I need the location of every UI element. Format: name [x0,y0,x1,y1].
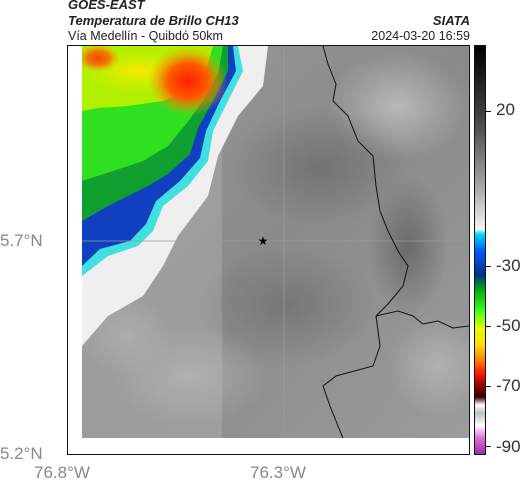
department-border-east [375,310,469,329]
department-border [322,46,409,439]
star-marker-icon[interactable]: ★ [258,234,269,248]
datetime-label: 2024-03-20 16:59 [371,29,470,43]
colorbar-tick [486,266,491,267]
route-label: Vía Medellín - Quibdó 50km [68,29,223,43]
lon-label-76.3: 76.3°W [250,463,306,482]
lat-label-5.7: 5.7°N [0,231,43,250]
product-title: Temperatura de Brillo CH13 [68,13,239,28]
colorbar [474,45,486,455]
colorbar-label-minus30: -30 [496,256,521,275]
colorbar-tick [486,446,491,447]
colorbar-tick [486,111,491,112]
colorbar-label-minus90: -90 [496,437,521,456]
map-image: ★ [68,46,469,454]
colorbar-label-minus70: -70 [496,376,521,395]
colorbar-label-minus50: -50 [496,316,521,335]
lon-label-76.8: 76.8°W [34,463,90,482]
colorbar-label-20: 20 [496,100,515,119]
colorbar-tick [486,386,491,387]
lat-label-5.2: 5.2°N [0,444,43,463]
organization-label: SIATA [432,13,470,28]
colorbar-tick [486,326,491,327]
satellite-title: GOES-EAST [68,0,145,12]
satellite-map[interactable]: ★ [67,45,470,455]
colorbar-gradient [475,46,485,454]
